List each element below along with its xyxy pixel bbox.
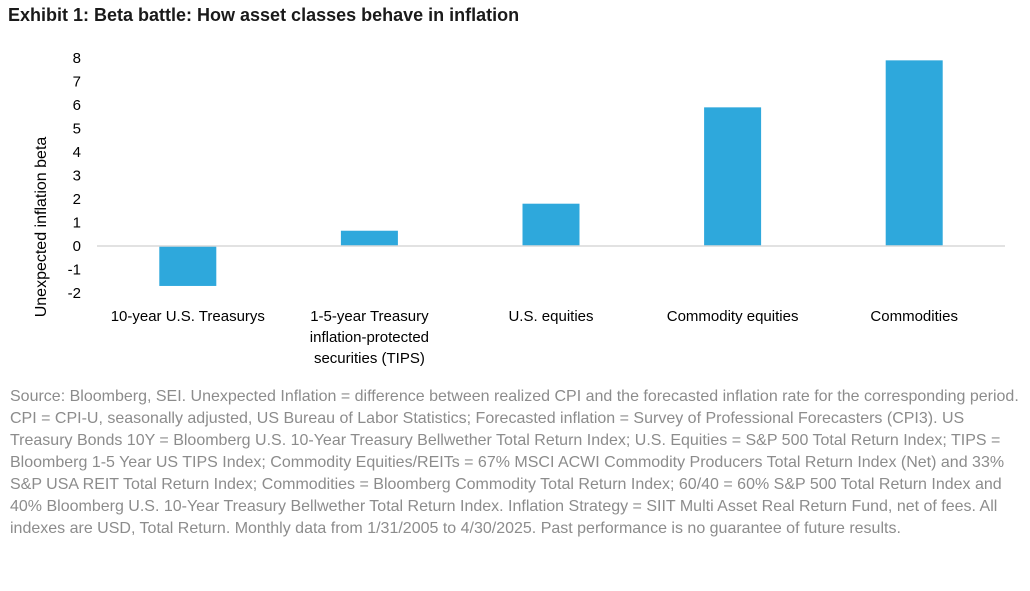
y-tick-label: 8 <box>73 50 81 67</box>
x-tick-label: Commodities <box>870 308 958 325</box>
y-tick-label: 5 <box>73 121 81 138</box>
x-tick-label-line: Commodity equities <box>667 308 799 325</box>
x-tick-label: 10-year U.S. Treasurys <box>111 308 265 325</box>
y-tick-label: 0 <box>73 238 81 255</box>
x-tick-labels: 10-year U.S. Treasurys 1-5-year Treasury i… <box>111 308 958 367</box>
x-tick-label: 1-5-year Treasury inflation-protected secu… <box>310 308 429 367</box>
y-tick-label: 6 <box>73 97 81 114</box>
bar <box>159 246 217 286</box>
x-tick-label-line: 10-year U.S. Treasurys <box>111 308 265 325</box>
chart-title: Exhibit 1: Beta battle: How asset classe… <box>8 5 520 25</box>
y-tick-label: 4 <box>73 144 81 161</box>
y-tick-label: 3 <box>73 168 81 185</box>
x-tick-label-line: Commodities <box>870 308 958 325</box>
x-tick-label-line: inflation-protected <box>310 329 429 346</box>
y-axis-label: Unexpected inflation beta <box>33 137 50 318</box>
source-note: Source: Bloomberg, SEI. Unexpected Infla… <box>10 388 1019 537</box>
bar-chart: 8 7 6 5 4 3 2 1 0 -1 -2 10-year U.S. Treasurys 1-5-… <box>33 50 1005 367</box>
y-tick-label: -1 <box>68 262 81 279</box>
y-tick-labels: 8 7 6 5 4 3 2 1 0 -1 -2 <box>68 50 81 302</box>
x-tick-label: Commodity equities <box>667 308 799 325</box>
x-tick-label-line: securities (TIPS) <box>314 350 425 367</box>
bar <box>885 60 943 246</box>
bar <box>704 107 762 246</box>
x-tick-label-line: 1-5-year Treasury <box>310 308 429 325</box>
y-tick-label: 1 <box>73 215 81 232</box>
x-tick-label: U.S. equities <box>508 308 593 325</box>
bars-group <box>159 60 943 286</box>
y-tick-label: 2 <box>73 191 81 208</box>
bar <box>522 203 580 246</box>
y-tick-label: 7 <box>73 74 81 91</box>
y-tick-label: -2 <box>68 285 81 302</box>
x-tick-label-line: U.S. equities <box>508 308 593 325</box>
bar <box>340 230 398 246</box>
